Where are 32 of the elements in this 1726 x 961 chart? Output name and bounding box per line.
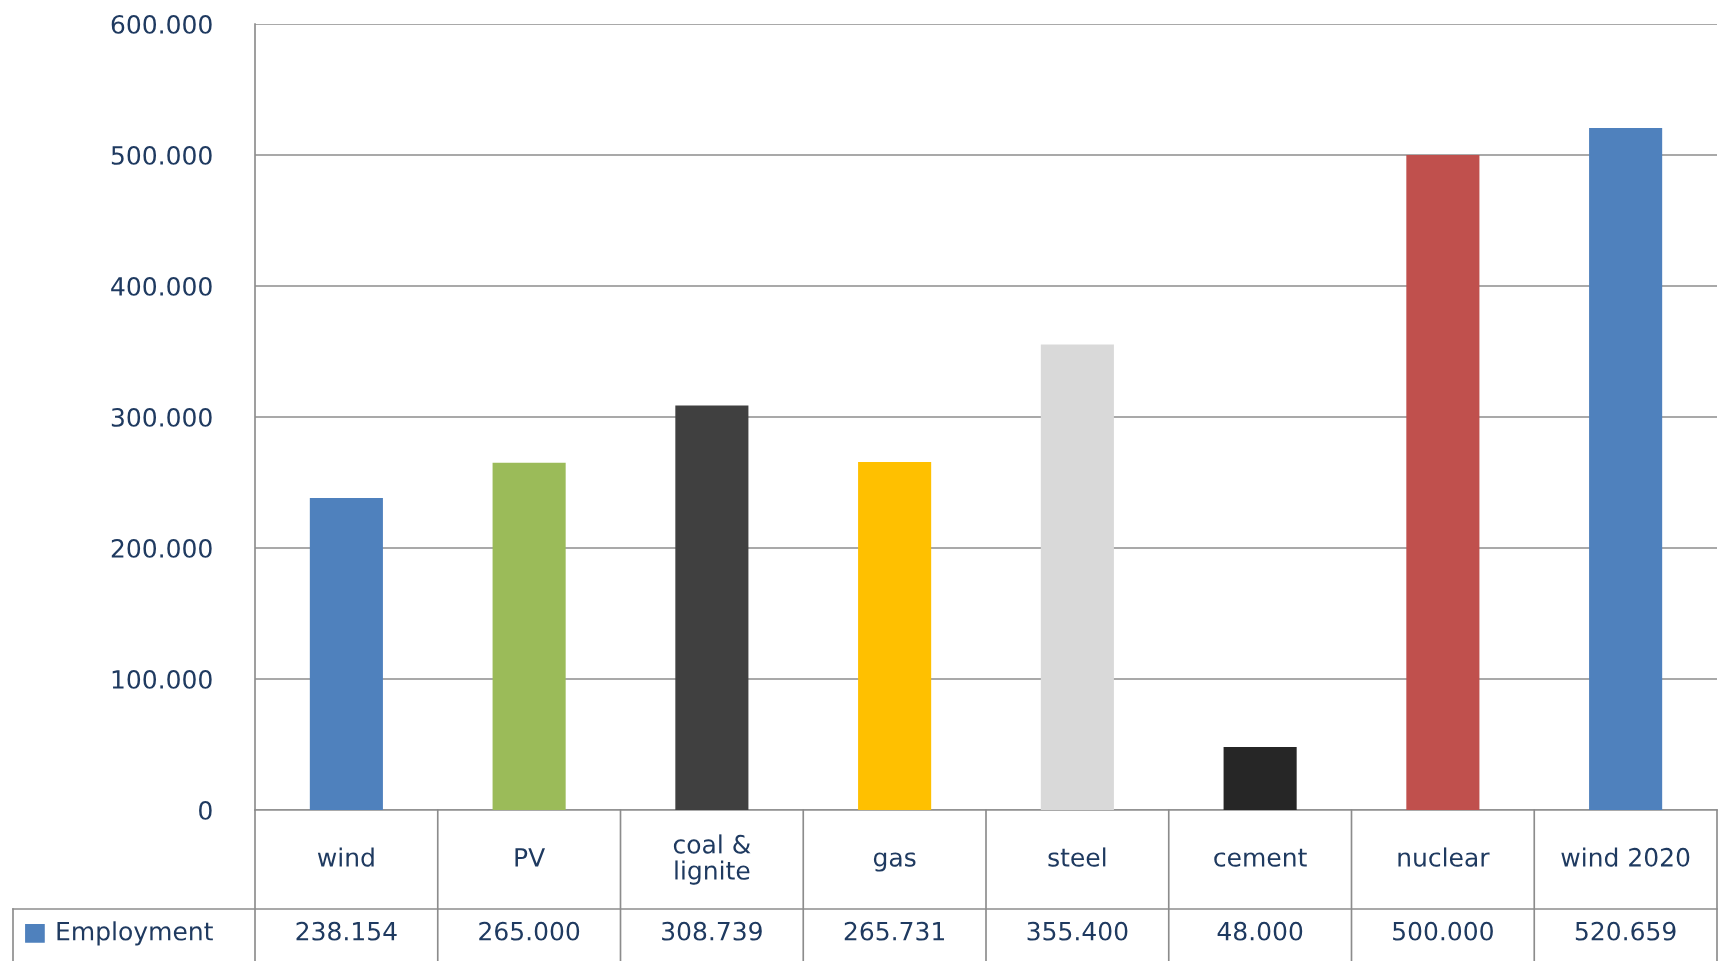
bar — [1406, 155, 1480, 810]
bar — [1223, 747, 1297, 810]
x-tick-label: cement — [1214, 848, 1307, 867]
data-label: 48.000 — [1217, 921, 1303, 941]
bar — [858, 461, 932, 810]
y-tick-label: 600.000 — [111, 14, 212, 34]
x-tick-label: PV — [515, 848, 546, 867]
data-label: 308.739 — [662, 921, 762, 941]
legend-label: Employment — [57, 921, 213, 946]
x-tick-label: wind — [317, 847, 374, 867]
x-tick-label: nuclear — [1398, 847, 1490, 867]
data-label: 520.659 — [1575, 921, 1676, 941]
data-label: 500.000 — [1393, 921, 1493, 941]
bar — [492, 462, 566, 810]
bar — [309, 498, 383, 810]
x-tick-label: coal & lignite — [673, 834, 751, 885]
bar — [1040, 344, 1114, 810]
data-label: 265.731 — [844, 921, 945, 941]
data-label: 355.400 — [1027, 921, 1128, 941]
x-tick-label: wind 2020 — [1561, 847, 1690, 867]
data-label: 265.000 — [479, 921, 580, 941]
y-tick-label: 0 — [199, 800, 212, 820]
y-tick-label: 300.000 — [111, 407, 212, 427]
y-tick-label: 400.000 — [111, 276, 212, 296]
y-tick-label: 200.000 — [111, 538, 212, 558]
data-label: 238.154 — [296, 921, 397, 941]
y-tick-label: 100.000 — [112, 669, 212, 689]
y-tick-label: 500.000 — [111, 145, 212, 165]
x-tick-label: steel — [1048, 847, 1106, 867]
x-tick-label: gas — [873, 852, 916, 872]
bar — [675, 405, 749, 810]
bar — [1589, 127, 1663, 810]
